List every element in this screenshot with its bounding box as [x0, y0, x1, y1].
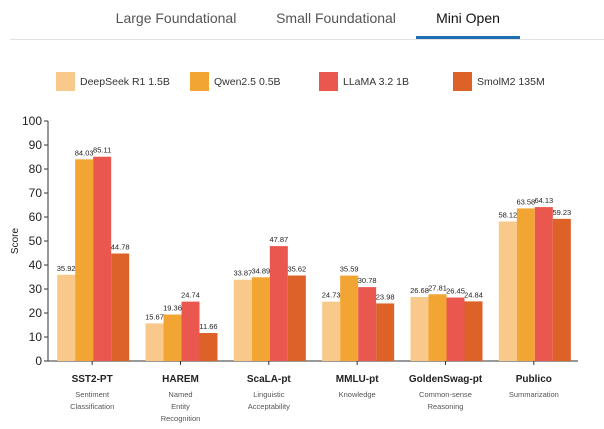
y-tick-label: 60	[29, 210, 43, 224]
legend-label: LLaMA 3.2 1B	[343, 76, 409, 88]
category-sublabel: Acceptability	[248, 402, 290, 411]
tab-small-foundational[interactable]: Small Foundational	[276, 10, 396, 26]
tab-large-foundational[interactable]: Large Foundational	[115, 10, 237, 26]
value-label: 11.66	[199, 322, 217, 331]
bar	[233, 279, 252, 361]
bar	[111, 253, 130, 361]
y-tick-label: 90	[29, 138, 43, 152]
y-tick-label: 70	[29, 186, 43, 200]
value-label: 26.45	[446, 287, 465, 296]
value-label: 33.87	[233, 269, 252, 278]
category-label: ScaLA-pt	[247, 374, 292, 385]
value-label: 30.78	[358, 276, 377, 285]
y-tick-label: 10	[29, 330, 43, 344]
legend-label: DeepSeek R1 1.5B	[80, 76, 170, 88]
tabs-divider	[10, 39, 604, 40]
legend-swatch	[190, 72, 209, 91]
category-sublabel: Entity	[171, 402, 190, 411]
category-sublabel: Linguistic	[253, 390, 285, 399]
bar	[376, 303, 395, 361]
value-label: 27.81	[428, 283, 447, 292]
bar	[464, 301, 483, 361]
value-label: 24.73	[322, 291, 341, 300]
value-label: 64.13	[534, 196, 553, 205]
bar	[75, 159, 94, 361]
category-label: HAREM	[162, 374, 199, 385]
bar	[287, 275, 306, 361]
bar	[199, 333, 218, 361]
value-label: 59.23	[552, 208, 571, 217]
bar	[534, 207, 553, 361]
bar	[145, 323, 164, 361]
category-label: MMLU-pt	[336, 374, 379, 385]
tab-bar: Large Foundational Small Foundational Mi…	[0, 0, 604, 40]
y-tick-label: 100	[22, 114, 42, 128]
bar	[358, 287, 377, 361]
value-label: 35.92	[57, 264, 76, 273]
y-tick-label: 30	[29, 282, 43, 296]
bar	[428, 294, 447, 361]
bar	[57, 274, 76, 361]
value-label: 19.36	[163, 304, 182, 313]
legend-swatch	[453, 72, 472, 91]
value-label: 85.11	[93, 146, 111, 155]
y-axis-title: Score	[10, 228, 21, 255]
value-label: 47.87	[269, 235, 288, 244]
category-label: SST2-PT	[72, 374, 113, 385]
bar	[498, 221, 517, 361]
category-sublabel: Common-sense	[419, 390, 472, 399]
bar	[322, 301, 341, 361]
category-sublabel: Knowledge	[339, 390, 376, 399]
chart-legend: DeepSeek R1 1.5B Qwen2.5 0.5B LLaMA 3.2 1B…	[56, 72, 545, 91]
bar	[93, 156, 112, 361]
value-label: 44.78	[111, 243, 130, 252]
category-sublabel: Recognition	[161, 414, 201, 423]
category-sublabel: Sentiment	[75, 390, 110, 399]
value-label: 23.98	[376, 292, 395, 301]
category-sublabel: Classification	[70, 402, 114, 411]
legend-label: SmolM2 135M	[477, 76, 545, 88]
bar	[446, 297, 465, 361]
value-label: 35.59	[340, 265, 359, 274]
category-sublabel: Reasoning	[428, 402, 464, 411]
value-label: 26.68	[410, 286, 429, 295]
category-label: GoldenSwag-pt	[409, 374, 483, 385]
bar	[163, 314, 182, 361]
y-tick-label: 50	[29, 234, 43, 248]
tab-mini-open[interactable]: Mini Open	[416, 0, 520, 39]
y-tick-label: 0	[35, 354, 42, 368]
category-label: Publico	[516, 374, 552, 385]
chart-labels: 35.92 84.03 85.11 44.78 SST2-PT Sentiment Clas…	[57, 146, 571, 423]
value-label: 24.74	[181, 291, 200, 300]
value-label: 63.58	[516, 197, 535, 206]
category-sublabel: Named	[168, 390, 192, 399]
bar	[552, 218, 571, 361]
legend-label: Qwen2.5 0.5B	[214, 76, 281, 88]
legend-swatch	[319, 72, 338, 91]
value-label: 58.12	[498, 211, 517, 220]
y-tick-label: 20	[29, 306, 43, 320]
y-tick-label: 40	[29, 258, 43, 272]
value-label: 84.03	[75, 148, 94, 157]
y-tick-label: 80	[29, 162, 43, 176]
value-label: 24.84	[464, 290, 483, 299]
bar	[251, 277, 270, 361]
bar	[269, 246, 288, 361]
value-label: 34.89	[251, 266, 270, 275]
bar	[516, 208, 535, 361]
chart-bars	[57, 156, 571, 361]
category-sublabel: Summarization	[509, 390, 559, 399]
bar	[181, 301, 200, 361]
bar	[340, 275, 359, 361]
legend-swatch	[56, 72, 75, 91]
chart-axes: 0 10 20 30 40 50 60 70 80 90 100 Score	[10, 114, 578, 368]
value-label: 15.67	[145, 312, 164, 321]
bar	[410, 296, 429, 361]
value-label: 35.62	[287, 265, 306, 274]
